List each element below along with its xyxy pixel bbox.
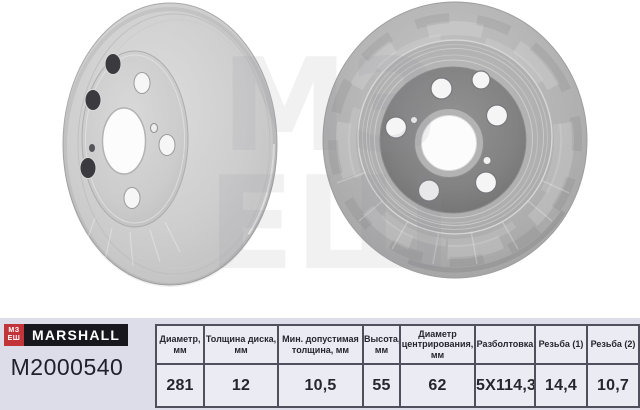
spec-header-thread-2: Резьба (2) <box>586 324 640 365</box>
spec-header-height: Высота, мм <box>362 324 401 365</box>
right-brake-disc-photo <box>322 1 588 279</box>
spec-header-thread-1: Резьба (1) <box>534 324 588 365</box>
spec-value-center-diameter: 62 <box>399 363 476 408</box>
spec-value-min-thickness: 10,5 <box>277 363 364 408</box>
left-brake-disc-photo <box>62 2 278 287</box>
spec-value-diameter: 281 <box>155 363 205 408</box>
watermark-text-line1: МЗ <box>221 32 439 181</box>
specs-value-row: 281 12 10,5 55 62 5X114,3 14,4 10,7 <box>155 363 640 408</box>
spec-value-thread-2: 10,7 <box>586 363 640 408</box>
brand-logo: МЗ ЕШ MARSHALL <box>4 324 129 346</box>
logo-mark-line2: ЕШ <box>7 335 21 342</box>
spec-header-thickness: Толщина диска, мм <box>203 324 279 365</box>
product-photo: МЗ ЕШ <box>62 1 588 299</box>
specs-table: Диаметр, мм Толщина диска, мм Мин. допус… <box>155 324 640 408</box>
spec-value-thread-1: 14,4 <box>534 363 588 408</box>
info-bar: МЗ ЕШ MARSHALL M2000540 Диаметр, мм Толщ… <box>0 318 640 410</box>
specs-header-row: Диаметр, мм Толщина диска, мм Мин. допус… <box>155 324 640 365</box>
marshall-logo-icon: МЗ ЕШ <box>4 324 24 346</box>
spec-value-height: 55 <box>362 363 401 408</box>
spec-header-diameter: Диаметр, мм <box>155 324 205 365</box>
brand-watermark: МЗ ЕШ <box>207 32 453 299</box>
brake-discs-image: МЗ ЕШ <box>62 1 588 299</box>
part-number: M2000540 <box>10 354 124 380</box>
brand-name: MARSHALL <box>24 324 129 346</box>
watermark-text-line2: ЕШ <box>207 150 453 299</box>
spec-header-center-diameter: Диаметр центрирования, мм <box>399 324 476 365</box>
spec-value-bolt-pattern: 5X114,3 <box>474 363 536 408</box>
spec-header-bolt-pattern: Разболтовка <box>474 324 536 365</box>
logo-mark-line1: МЗ <box>8 327 20 334</box>
spec-header-min-thickness: Мин. допустимая толщина, мм <box>277 324 364 365</box>
spec-value-thickness: 12 <box>203 363 279 408</box>
